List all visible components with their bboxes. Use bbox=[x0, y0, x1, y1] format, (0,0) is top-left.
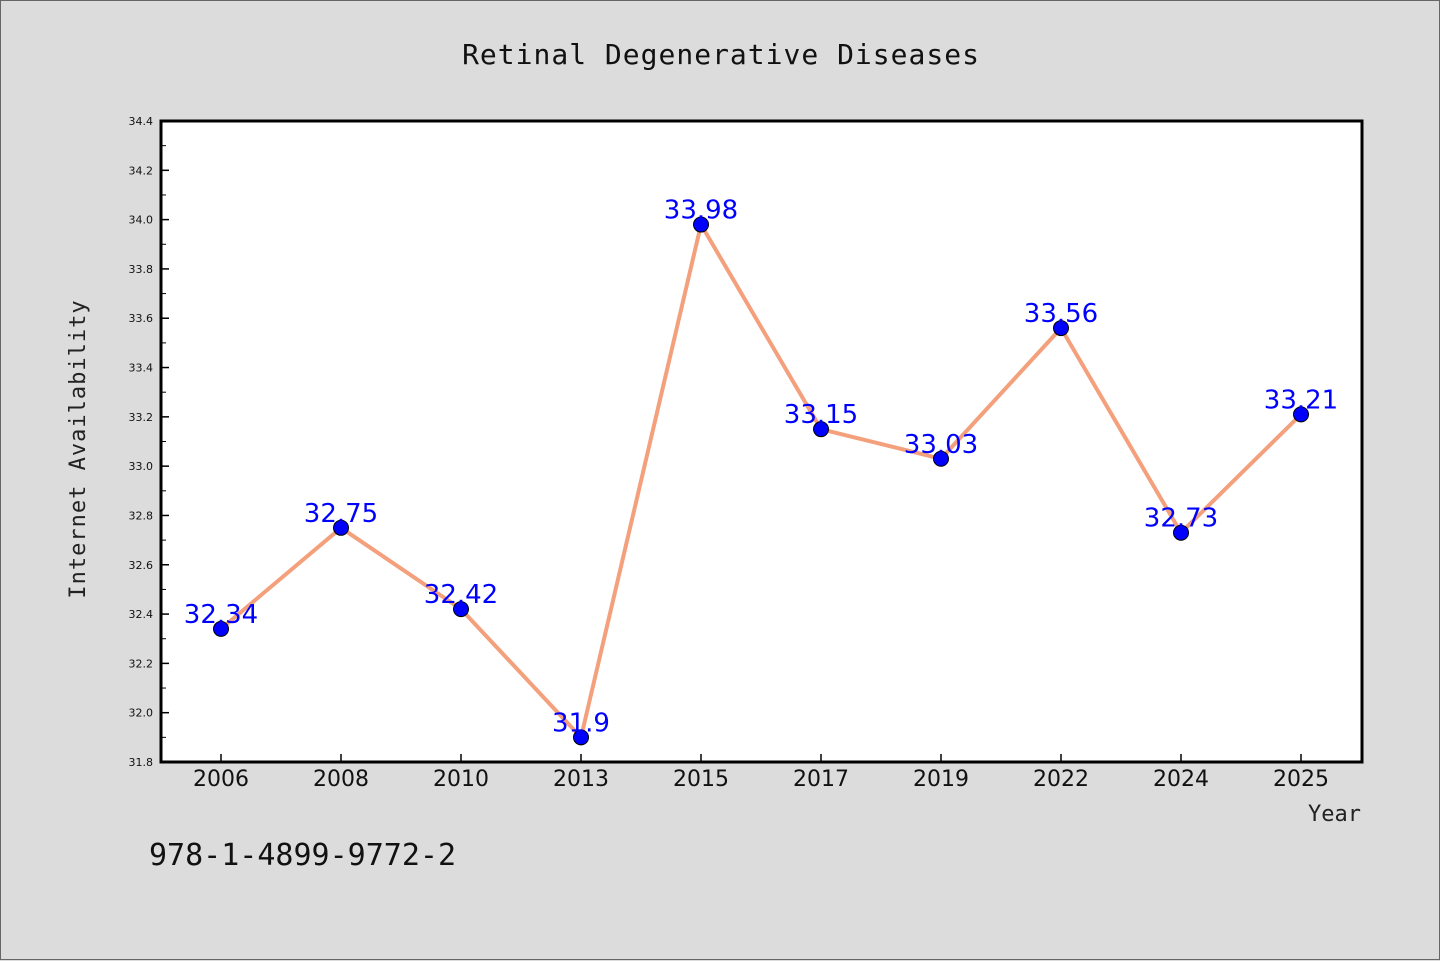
y-tick-label: 31.8 bbox=[129, 756, 154, 769]
y-tick-label: 32.0 bbox=[129, 707, 154, 720]
data-point bbox=[1173, 524, 1189, 541]
y-tick-label: 34.2 bbox=[129, 164, 154, 177]
data-point bbox=[573, 729, 589, 746]
footer-code: 978-1-4899-9772-2 bbox=[149, 838, 456, 873]
y-tick-label: 32.6 bbox=[129, 559, 154, 572]
x-tick-label: 2015 bbox=[673, 767, 729, 792]
x-tick-label: 2024 bbox=[1153, 767, 1209, 792]
data-point bbox=[933, 450, 949, 467]
data-label: 33.15 bbox=[784, 400, 858, 430]
x-tick-label: 2019 bbox=[913, 767, 969, 792]
y-axis-ticks: 31.8 32.0 32.2 32.4 32.6 32.8 33.0 33.2 33.4 33.6… bbox=[129, 115, 169, 769]
plot-area bbox=[161, 121, 1362, 762]
data-point bbox=[1053, 320, 1069, 337]
data-label: 32.73 bbox=[1144, 504, 1218, 534]
x-tick-label: 2022 bbox=[1033, 767, 1089, 792]
data-label: 32.42 bbox=[424, 580, 498, 610]
data-label: 33.56 bbox=[1024, 299, 1098, 329]
x-tick-label: 2008 bbox=[313, 767, 369, 792]
data-point bbox=[213, 620, 229, 637]
y-tick-label: 33.2 bbox=[129, 411, 154, 424]
plot-frame bbox=[159, 119, 1364, 764]
y-tick-label: 32.8 bbox=[129, 509, 154, 522]
x-axis-label: Year bbox=[1308, 802, 1361, 827]
series-line bbox=[219, 222, 1303, 740]
data-point bbox=[813, 421, 829, 438]
data-label: 33.03 bbox=[904, 430, 978, 460]
x-tick-label: 2010 bbox=[433, 767, 489, 792]
y-tick-label: 32.2 bbox=[129, 657, 154, 670]
data-point bbox=[1293, 406, 1309, 423]
data-label: 33.98 bbox=[664, 196, 738, 226]
x-axis-ticks: 2006 2008 2010 2013 2015 2017 2019 2022 2024 2025 bbox=[193, 754, 1329, 792]
x-tick-label: 2006 bbox=[193, 767, 249, 792]
y-tick-label: 33.6 bbox=[129, 312, 154, 325]
series-layer: 32.34 32.75 32.42 31.9 33.98 33.15 33.03 33.56 3… bbox=[184, 196, 1338, 746]
chart-title: Retinal Degenerative Diseases bbox=[462, 38, 980, 71]
data-label: 31.9 bbox=[552, 708, 610, 738]
data-point bbox=[333, 519, 349, 536]
data-label: 32.34 bbox=[184, 600, 258, 630]
data-point bbox=[693, 216, 709, 233]
y-tick-label: 34.4 bbox=[129, 115, 154, 128]
y-tick-label: 33.8 bbox=[129, 263, 154, 276]
y-axis-label: Internet Availability bbox=[66, 299, 91, 598]
data-label: 33.21 bbox=[1264, 385, 1338, 415]
y-tick-label: 32.4 bbox=[129, 608, 154, 621]
x-tick-label: 2017 bbox=[793, 767, 849, 792]
data-point bbox=[453, 601, 469, 618]
x-tick-label: 2025 bbox=[1273, 767, 1329, 792]
data-label: 32.75 bbox=[304, 499, 378, 529]
y-tick-label: 33.0 bbox=[129, 460, 154, 473]
y-tick-label: 34.0 bbox=[129, 214, 154, 227]
y-tick-label: 33.4 bbox=[129, 362, 154, 375]
x-tick-label: 2013 bbox=[553, 767, 609, 792]
